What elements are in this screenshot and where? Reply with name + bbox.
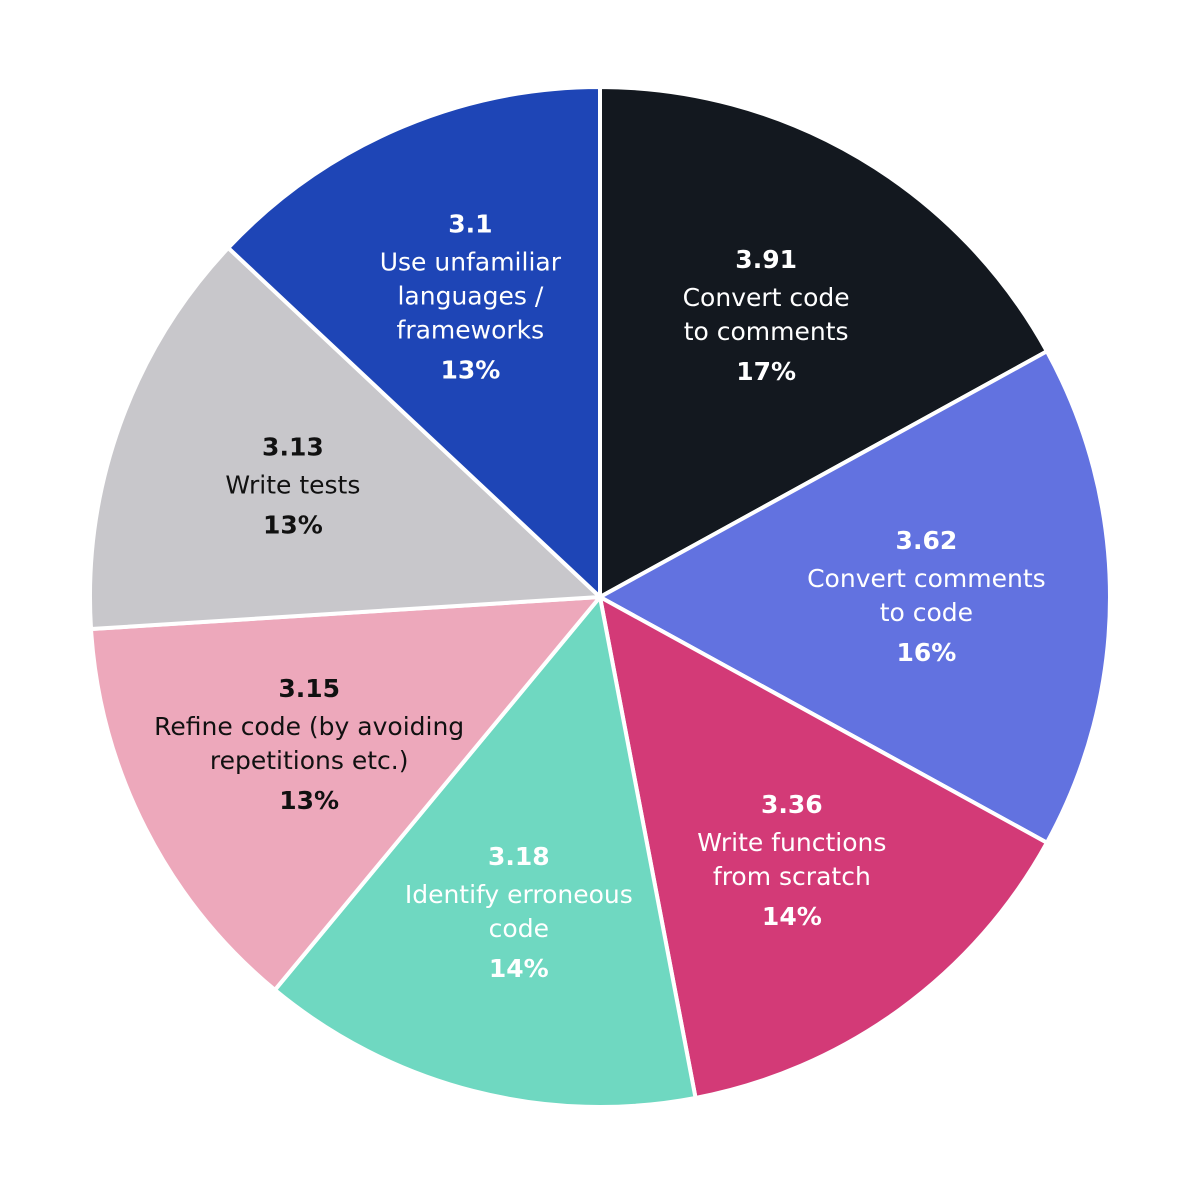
slice-label: languages /: [397, 281, 543, 310]
score-label: 3.18: [488, 842, 550, 871]
pie-slice: [88, 594, 605, 993]
pie-slice: [225, 84, 602, 602]
pie-slice: [88, 245, 605, 632]
score-label: 3.91: [735, 245, 797, 274]
slice-label: Use unfamiliar: [380, 247, 562, 276]
slice-label: repetitions etc.): [210, 746, 409, 775]
value-label: 13%: [440, 355, 500, 384]
value-label: 13%: [279, 786, 339, 815]
slice-label: Convert code: [683, 283, 850, 312]
slice-label: Write tests: [225, 470, 360, 499]
pie-slice: [272, 592, 698, 1109]
score-label: 3.62: [896, 526, 958, 555]
slice-label: frameworks: [397, 315, 545, 344]
slice-label: to comments: [684, 317, 849, 346]
slice-label: Write functions: [697, 828, 886, 857]
score-label: 3.1: [448, 209, 492, 238]
slice-label: code: [489, 914, 549, 943]
score-label: 3.13: [262, 432, 324, 461]
pie-slice: [595, 348, 1113, 846]
score-label: 3.15: [278, 674, 340, 703]
value-label: 16%: [896, 638, 956, 667]
slice-label: to code: [880, 598, 973, 627]
score-label: 3.36: [761, 790, 823, 819]
slice-label: Convert comments: [807, 564, 1046, 593]
value-label: 17%: [736, 357, 796, 386]
pie-slice: [597, 593, 1050, 1101]
slice-label: Identify erroneous: [405, 880, 633, 909]
value-label: 14%: [762, 902, 822, 931]
value-label: 13%: [263, 510, 323, 539]
slice-label: Refine code (by avoiding: [154, 712, 464, 741]
value-label: 14%: [489, 954, 549, 983]
slice-label: from scratch: [713, 862, 871, 891]
pie-slice: [598, 84, 1050, 601]
